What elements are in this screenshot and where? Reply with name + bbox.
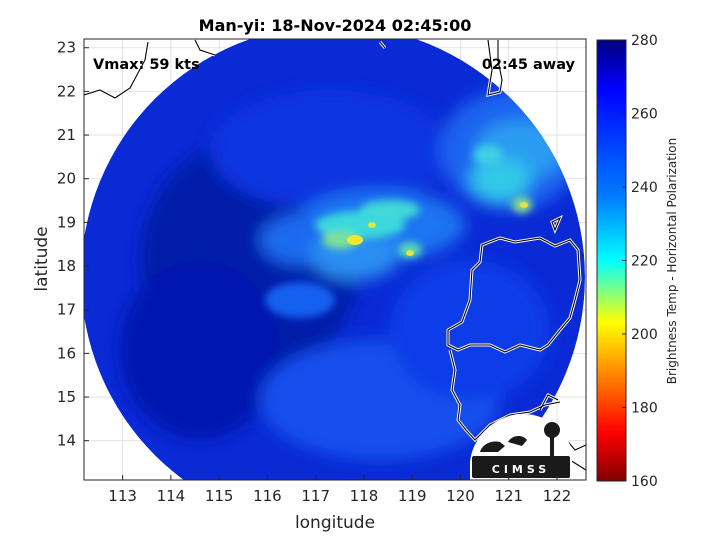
- colorbar-tick-label: 160: [631, 474, 658, 490]
- y-tick-label: 23: [57, 39, 76, 57]
- y-tick-label: 14: [57, 432, 76, 450]
- y-tick-label: 22: [57, 82, 76, 100]
- y-tick-label: 15: [57, 388, 76, 406]
- y-axis-label: latitude: [32, 226, 52, 291]
- logo-text: CIMSS: [492, 463, 550, 476]
- y-tick-label: 20: [57, 170, 76, 188]
- x-tick-label: 113: [108, 487, 137, 505]
- colorbar-label: Brightness Temp - Horizontal Polarizatio…: [665, 138, 679, 385]
- x-tick-label: 122: [543, 487, 572, 505]
- x-tick-label: 121: [494, 487, 523, 505]
- chart-title: Man-yi: 18-Nov-2024 02:45:00: [199, 16, 472, 35]
- y-tick-label: 19: [57, 213, 76, 231]
- x-tick-label: 115: [205, 487, 234, 505]
- colorbar-tick-label: 280: [631, 33, 658, 49]
- x-tick-label: 120: [446, 487, 475, 505]
- time-away-annotation: 02:45 away: [482, 57, 576, 73]
- y-tick-label: 18: [57, 257, 76, 275]
- colorbar-tick-label: 260: [631, 107, 658, 123]
- y-tick-label: 17: [57, 301, 76, 319]
- colorbar-ticks: 160 180 200 220 240 260 280: [622, 33, 658, 490]
- colorbar-tick-label: 220: [631, 254, 658, 270]
- x-tick-label: 118: [350, 487, 379, 505]
- x-tick-label: 117: [301, 487, 330, 505]
- colorbar-tick-label: 240: [631, 180, 658, 196]
- x-axis-label: longitude: [295, 513, 375, 533]
- cimss-logo: CIMSS: [470, 413, 572, 480]
- colorbar: [596, 39, 627, 482]
- coastline: [84, 39, 586, 471]
- colorbar-tick-label: 180: [631, 401, 658, 417]
- x-tick-label: 116: [253, 487, 282, 505]
- cold-cell-core: [347, 235, 363, 245]
- y-axis-ticks: 14 15 16 17 18 19 20 21 22 23: [57, 39, 89, 450]
- colorbar-tick-label: 200: [631, 327, 658, 343]
- y-tick-label: 21: [57, 126, 76, 144]
- plot-frame: [83, 38, 587, 481]
- x-tick-label: 114: [157, 487, 186, 505]
- x-tick-label: 119: [398, 487, 427, 505]
- x-axis-ticks: 113 114 115 116 117 118 119 120 121 122: [108, 475, 571, 505]
- vmax-annotation: Vmax: 59 kts: [93, 57, 200, 73]
- y-tick-label: 16: [57, 344, 76, 362]
